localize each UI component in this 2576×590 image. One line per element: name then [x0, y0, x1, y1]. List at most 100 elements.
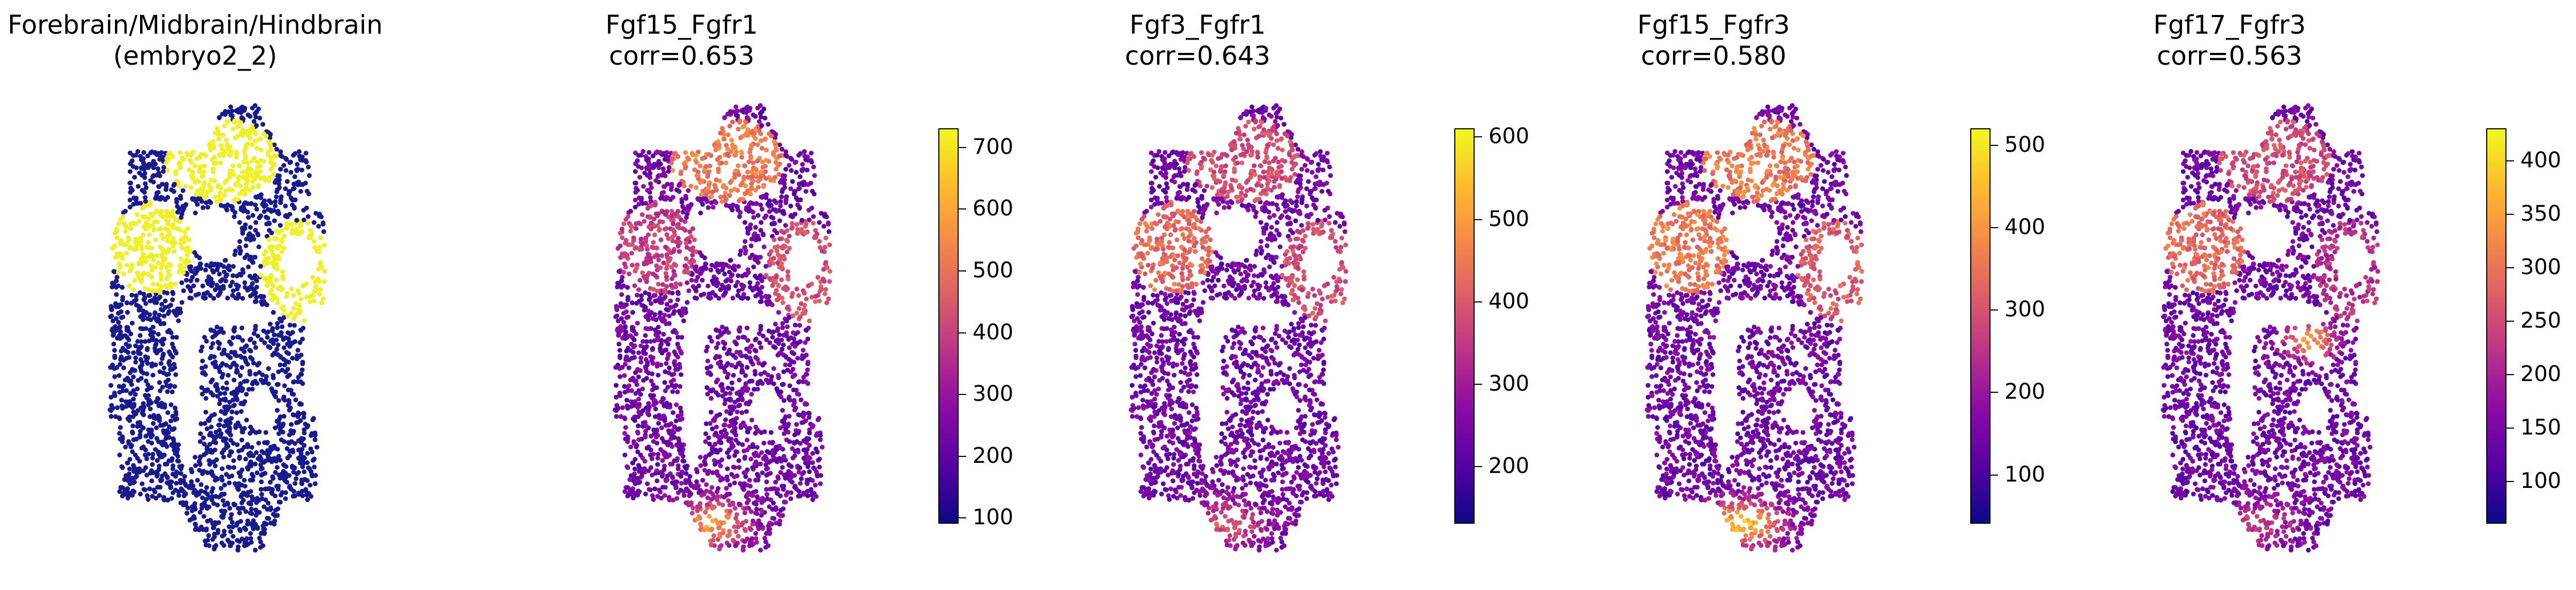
- cell-point: [256, 193, 261, 199]
- cell-point: [250, 275, 254, 281]
- cell-point: [123, 223, 128, 228]
- cell-point: [248, 336, 253, 341]
- cell-point: [192, 501, 197, 506]
- cell-point: [747, 478, 752, 483]
- cell-point: [659, 253, 665, 258]
- cell-point: [717, 534, 722, 539]
- cell-point: [131, 220, 136, 226]
- cell-point: [641, 408, 646, 413]
- cell-point: [116, 221, 121, 227]
- cell-point: [141, 232, 146, 237]
- cell-point: [694, 160, 699, 165]
- cell-point: [126, 402, 131, 408]
- cell-point: [793, 405, 798, 410]
- cell-point: [238, 248, 243, 253]
- cell-point: [158, 361, 164, 366]
- cell-point: [637, 195, 642, 200]
- cell-point: [138, 157, 144, 162]
- cell-point: [150, 324, 156, 330]
- cell-point: [210, 341, 215, 346]
- cell-point: [638, 236, 644, 242]
- cell-point: [635, 429, 640, 434]
- cell-point: [265, 448, 270, 453]
- cell-point: [763, 487, 769, 492]
- cell-point: [297, 149, 302, 154]
- cell-point: [316, 223, 321, 229]
- cell-point: [776, 283, 781, 289]
- cell-point: [122, 242, 127, 247]
- cell-point: [220, 146, 225, 152]
- cell-point: [243, 156, 248, 161]
- cell-point: [296, 307, 302, 312]
- cell-point: [234, 522, 240, 526]
- cell-point: [266, 237, 272, 243]
- cell-point: [256, 244, 261, 250]
- cell-point: [127, 415, 132, 421]
- cell-point: [235, 442, 240, 447]
- cell-point: [120, 285, 125, 290]
- cell-point: [737, 377, 742, 383]
- cell-point: [258, 487, 264, 492]
- cell-point: [786, 337, 791, 342]
- cell-point: [801, 420, 806, 425]
- cell-point: [273, 394, 279, 400]
- cell-point: [821, 223, 827, 229]
- cell-point: [792, 473, 797, 478]
- cell-point: [200, 435, 206, 440]
- cell-point: [259, 496, 265, 501]
- cell-point: [675, 154, 681, 159]
- cell-point: [165, 221, 171, 227]
- cell-point: [277, 414, 283, 420]
- cell-point: [109, 414, 114, 419]
- cell-point: [642, 219, 647, 224]
- cell-point: [625, 439, 630, 445]
- cell-point: [638, 152, 644, 158]
- cell-point: [265, 507, 270, 512]
- cell-point: [658, 161, 663, 167]
- cell-point: [270, 337, 275, 343]
- cell-point: [669, 160, 674, 166]
- cell-point: [137, 290, 143, 296]
- cell-point: [644, 446, 650, 451]
- cell-point: [301, 410, 306, 416]
- cell-point: [230, 293, 235, 298]
- cell-point: [298, 297, 304, 301]
- cell-point: [660, 219, 665, 224]
- cell-point: [765, 492, 769, 497]
- cell-point: [735, 293, 741, 298]
- cell-point: [121, 383, 126, 389]
- cell-point: [820, 249, 825, 254]
- cell-point: [248, 459, 253, 464]
- cell-point: [248, 478, 253, 483]
- cell-point: [158, 478, 164, 484]
- cell-point: [784, 492, 789, 498]
- cell-point: [153, 348, 158, 354]
- cell-point: [119, 398, 124, 403]
- cell-point: [149, 440, 155, 446]
- cell-point: [619, 285, 624, 290]
- cell-point: [647, 214, 652, 220]
- cell-point: [758, 345, 763, 350]
- cell-point: [807, 430, 812, 436]
- cell-point: [220, 533, 225, 539]
- cell-point: [163, 256, 168, 261]
- cell-point: [188, 185, 194, 190]
- cell-point: [652, 312, 658, 317]
- cell-point: [271, 375, 276, 381]
- cell-point: [771, 381, 776, 386]
- cell-point: [789, 168, 794, 173]
- cell-point: [792, 344, 798, 349]
- cell-point: [730, 538, 736, 543]
- cell-point: [771, 255, 776, 261]
- cell-point: [195, 478, 200, 483]
- cell-point: [302, 443, 307, 448]
- cell-point: [124, 341, 129, 347]
- cell-point: [755, 292, 760, 297]
- cell-point: [246, 131, 252, 136]
- cell-point: [806, 283, 812, 288]
- cell-point: [648, 199, 653, 204]
- cell-point: [194, 493, 199, 498]
- cell-point: [300, 154, 305, 159]
- cell-point: [173, 405, 178, 410]
- cell-point: [826, 296, 831, 301]
